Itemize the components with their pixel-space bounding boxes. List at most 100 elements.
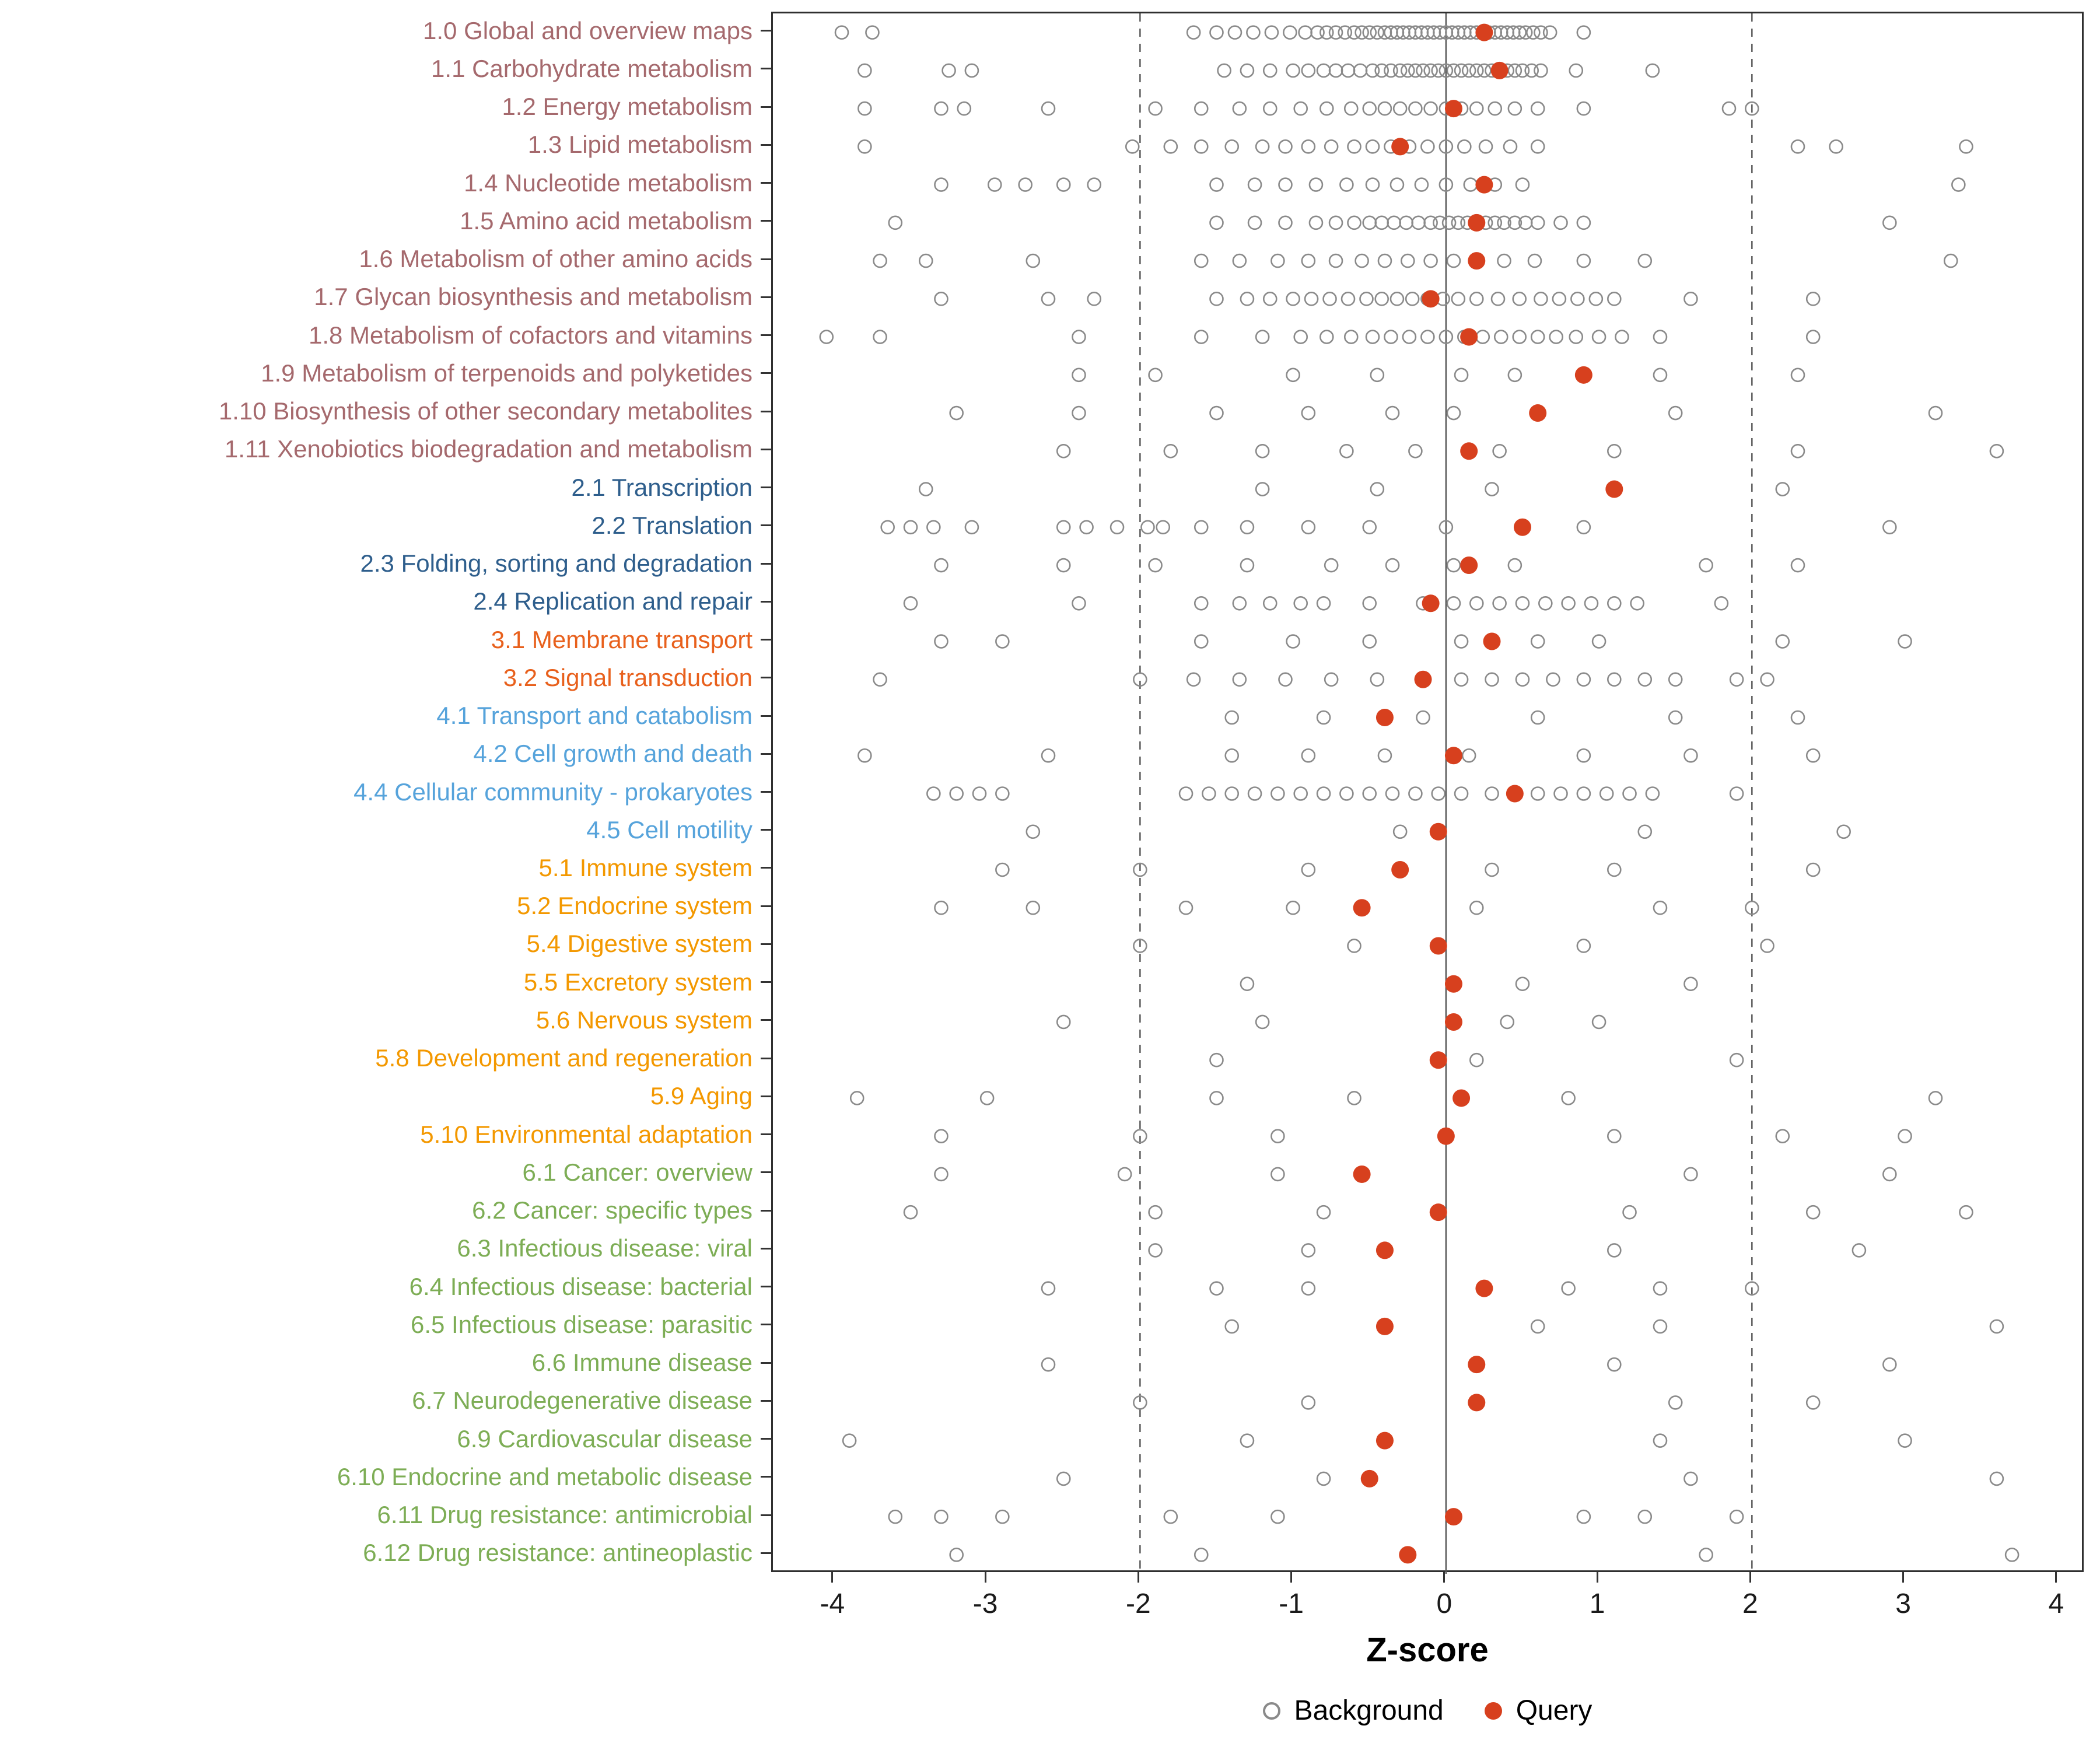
x-tick-label: 2 bbox=[1742, 1588, 1758, 1619]
background-point bbox=[1264, 25, 1279, 40]
x-tick-mark bbox=[831, 1572, 834, 1583]
background-point bbox=[1488, 101, 1503, 116]
background-point bbox=[1507, 558, 1522, 573]
background-point bbox=[1530, 101, 1545, 116]
background-point bbox=[1217, 63, 1231, 78]
background-point bbox=[1353, 63, 1368, 78]
query-point bbox=[1574, 366, 1592, 384]
background-point bbox=[1570, 292, 1585, 306]
background-point bbox=[1347, 215, 1362, 230]
background-point bbox=[942, 63, 956, 78]
background-point bbox=[1790, 139, 1805, 154]
background-point bbox=[1209, 1091, 1224, 1105]
background-point bbox=[1377, 748, 1392, 763]
y-tick-mark bbox=[761, 1476, 771, 1478]
y-axis-label: 1.7 Glycan biosynthesis and metabolism bbox=[314, 283, 752, 311]
background-point bbox=[1653, 1319, 1668, 1334]
y-tick-mark bbox=[761, 791, 771, 793]
query-point bbox=[1452, 1089, 1471, 1107]
background-point bbox=[1322, 292, 1337, 306]
background-point bbox=[934, 634, 949, 649]
y-tick-mark bbox=[761, 372, 771, 374]
y-tick-mark bbox=[761, 1438, 771, 1440]
background-point bbox=[1224, 786, 1240, 801]
background-point bbox=[1457, 139, 1472, 154]
background-point bbox=[1630, 596, 1644, 611]
background-point bbox=[1653, 1281, 1668, 1296]
background-point bbox=[1507, 101, 1522, 116]
background-point bbox=[979, 1091, 995, 1105]
background-point bbox=[1469, 1052, 1484, 1068]
y-tick-mark bbox=[761, 334, 771, 337]
background-point bbox=[926, 786, 941, 801]
background-point bbox=[1684, 1167, 1698, 1182]
background-point bbox=[1668, 1395, 1683, 1410]
background-point bbox=[1959, 139, 1973, 154]
background-point bbox=[1507, 368, 1522, 383]
background-point bbox=[1133, 1129, 1147, 1143]
background-point bbox=[1576, 672, 1591, 687]
background-point bbox=[1240, 1433, 1255, 1448]
y-tick-mark bbox=[761, 524, 771, 527]
background-point bbox=[1653, 330, 1668, 344]
background-point bbox=[1446, 253, 1461, 268]
background-point bbox=[1527, 253, 1542, 268]
background-point bbox=[1469, 900, 1484, 915]
y-axis-label: 6.12 Drug resistance: antineoplastic bbox=[363, 1539, 752, 1567]
background-point bbox=[1308, 215, 1324, 230]
background-point bbox=[1542, 25, 1558, 40]
y-axis-label: 5.2 Endocrine system bbox=[517, 892, 752, 920]
background-point bbox=[1365, 330, 1380, 344]
background-point bbox=[1805, 748, 1821, 763]
background-point bbox=[1385, 786, 1400, 801]
background-point bbox=[1362, 520, 1377, 535]
background-point bbox=[1493, 330, 1508, 344]
background-point bbox=[1148, 368, 1163, 383]
background-point bbox=[957, 101, 972, 116]
background-point bbox=[1194, 634, 1209, 649]
background-point bbox=[1576, 101, 1591, 116]
background-point bbox=[1209, 1052, 1224, 1068]
background-point bbox=[1359, 292, 1374, 306]
background-point bbox=[903, 596, 918, 611]
background-point bbox=[1745, 101, 1759, 116]
background-point bbox=[858, 748, 872, 763]
background-point bbox=[1209, 215, 1224, 230]
background-point bbox=[918, 253, 933, 268]
background-point bbox=[1530, 786, 1545, 801]
background-point bbox=[1546, 672, 1560, 687]
background-point bbox=[1018, 177, 1032, 192]
query-point bbox=[1529, 404, 1547, 422]
background-point bbox=[1301, 63, 1316, 78]
background-point bbox=[1232, 672, 1247, 687]
background-point bbox=[1790, 558, 1805, 573]
background-point bbox=[1438, 63, 1454, 78]
background-point bbox=[1293, 596, 1308, 611]
background-point bbox=[1316, 63, 1331, 78]
background-point bbox=[1714, 596, 1729, 611]
background-point bbox=[1607, 444, 1622, 459]
background-point bbox=[1959, 1205, 1973, 1220]
background-point bbox=[1729, 1509, 1744, 1524]
y-tick-mark bbox=[761, 258, 771, 260]
background-point bbox=[873, 253, 887, 268]
background-point bbox=[1507, 63, 1522, 78]
y-axis-label: 6.3 Infectious disease: viral bbox=[457, 1234, 752, 1262]
background-point bbox=[1387, 215, 1401, 230]
background-point bbox=[1246, 25, 1261, 40]
y-tick-mark bbox=[761, 1133, 771, 1136]
background-point bbox=[873, 672, 887, 687]
background-point bbox=[1301, 862, 1316, 877]
background-point bbox=[1760, 672, 1774, 687]
y-tick-mark bbox=[761, 600, 771, 603]
background-point bbox=[1316, 1205, 1331, 1220]
y-tick-mark bbox=[761, 562, 771, 565]
y-tick-mark bbox=[761, 68, 771, 70]
background-point bbox=[1339, 444, 1354, 459]
background-point bbox=[964, 63, 979, 78]
background-point bbox=[1515, 977, 1530, 992]
background-point bbox=[1829, 139, 1843, 154]
background-point bbox=[1365, 139, 1380, 154]
background-point bbox=[1423, 215, 1438, 230]
